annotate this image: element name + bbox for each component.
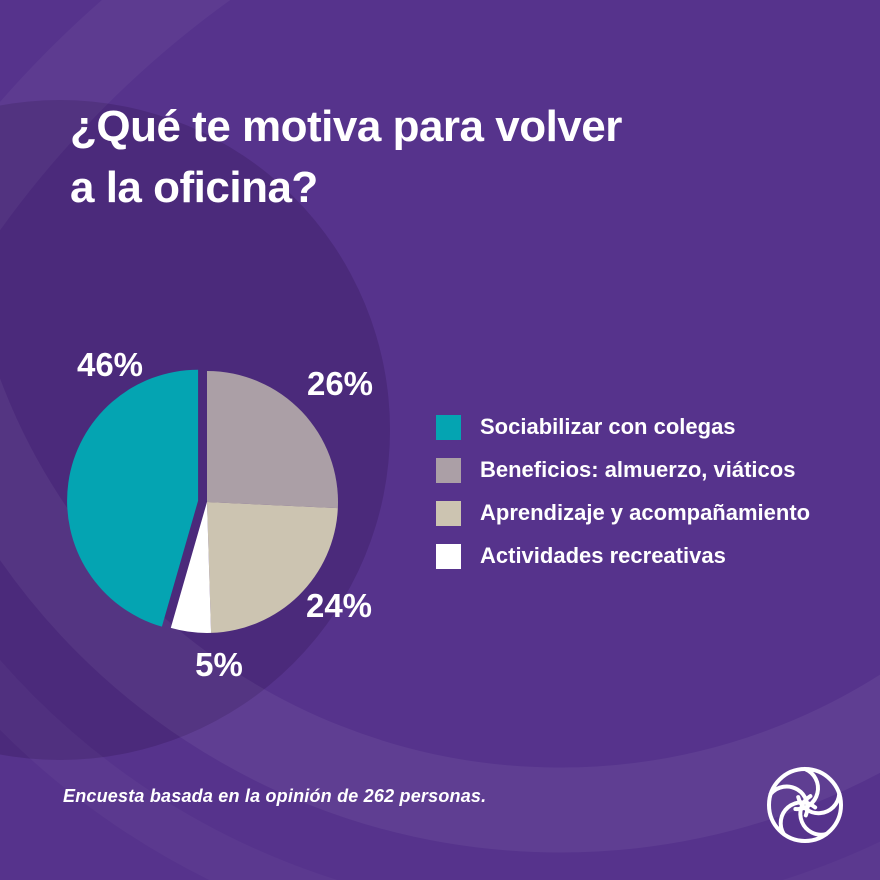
pie-slice-0 [67,369,199,627]
legend-label: Beneficios: almuerzo, viáticos [480,457,796,482]
pie-chart-svg [67,369,339,633]
pie-slice-3 [170,502,212,633]
legend-label: Aprendizaje y acompañamiento [480,500,811,525]
legend-swatch-gray [436,457,461,483]
swirl-logo-icon [767,767,843,843]
pie-percent-label-beneficios: 26% [306,365,374,402]
pie-percent-label-aprendizaje: 24% [305,587,373,624]
legend-item-sociabilizar: Sociabilizar con colegas [436,414,810,440]
legend-item-aprendizaje: Aprendizaje y acompañamiento [436,500,810,526]
page-title-line1: ¿Qué te motiva para volver [70,102,622,151]
pie-percent-label-actividades: 5% [195,646,243,683]
pie-slice-2 [207,502,338,633]
legend-item-actividades: Actividades recreativas [436,543,810,569]
survey-source-note: Encuesta basada en la opinión de 262 per… [63,786,487,806]
pie-percent-label-sociabilizar: 46% [76,346,144,383]
legend: Sociabilizar con colegas Beneficios: alm… [436,414,810,586]
legend-swatch-white [436,543,461,569]
legend-swatch-teal [436,414,461,440]
legend-label: Sociabilizar con colegas [480,414,736,439]
logo-swirl-blades [768,767,842,837]
legend-label: Actividades recreativas [480,543,726,568]
background-arc-band-1 [0,377,880,853]
page-title: ¿Qué te motiva para volver a la oficina? [70,96,622,218]
legend-item-beneficios: Beneficios: almuerzo, viáticos [436,457,810,483]
pie-chart: 46% 26% 24% 5% [40,330,400,690]
page-title-line2: a la oficina? [70,163,318,212]
pie-slice-1 [207,371,339,509]
legend-swatch-beige [436,500,461,526]
